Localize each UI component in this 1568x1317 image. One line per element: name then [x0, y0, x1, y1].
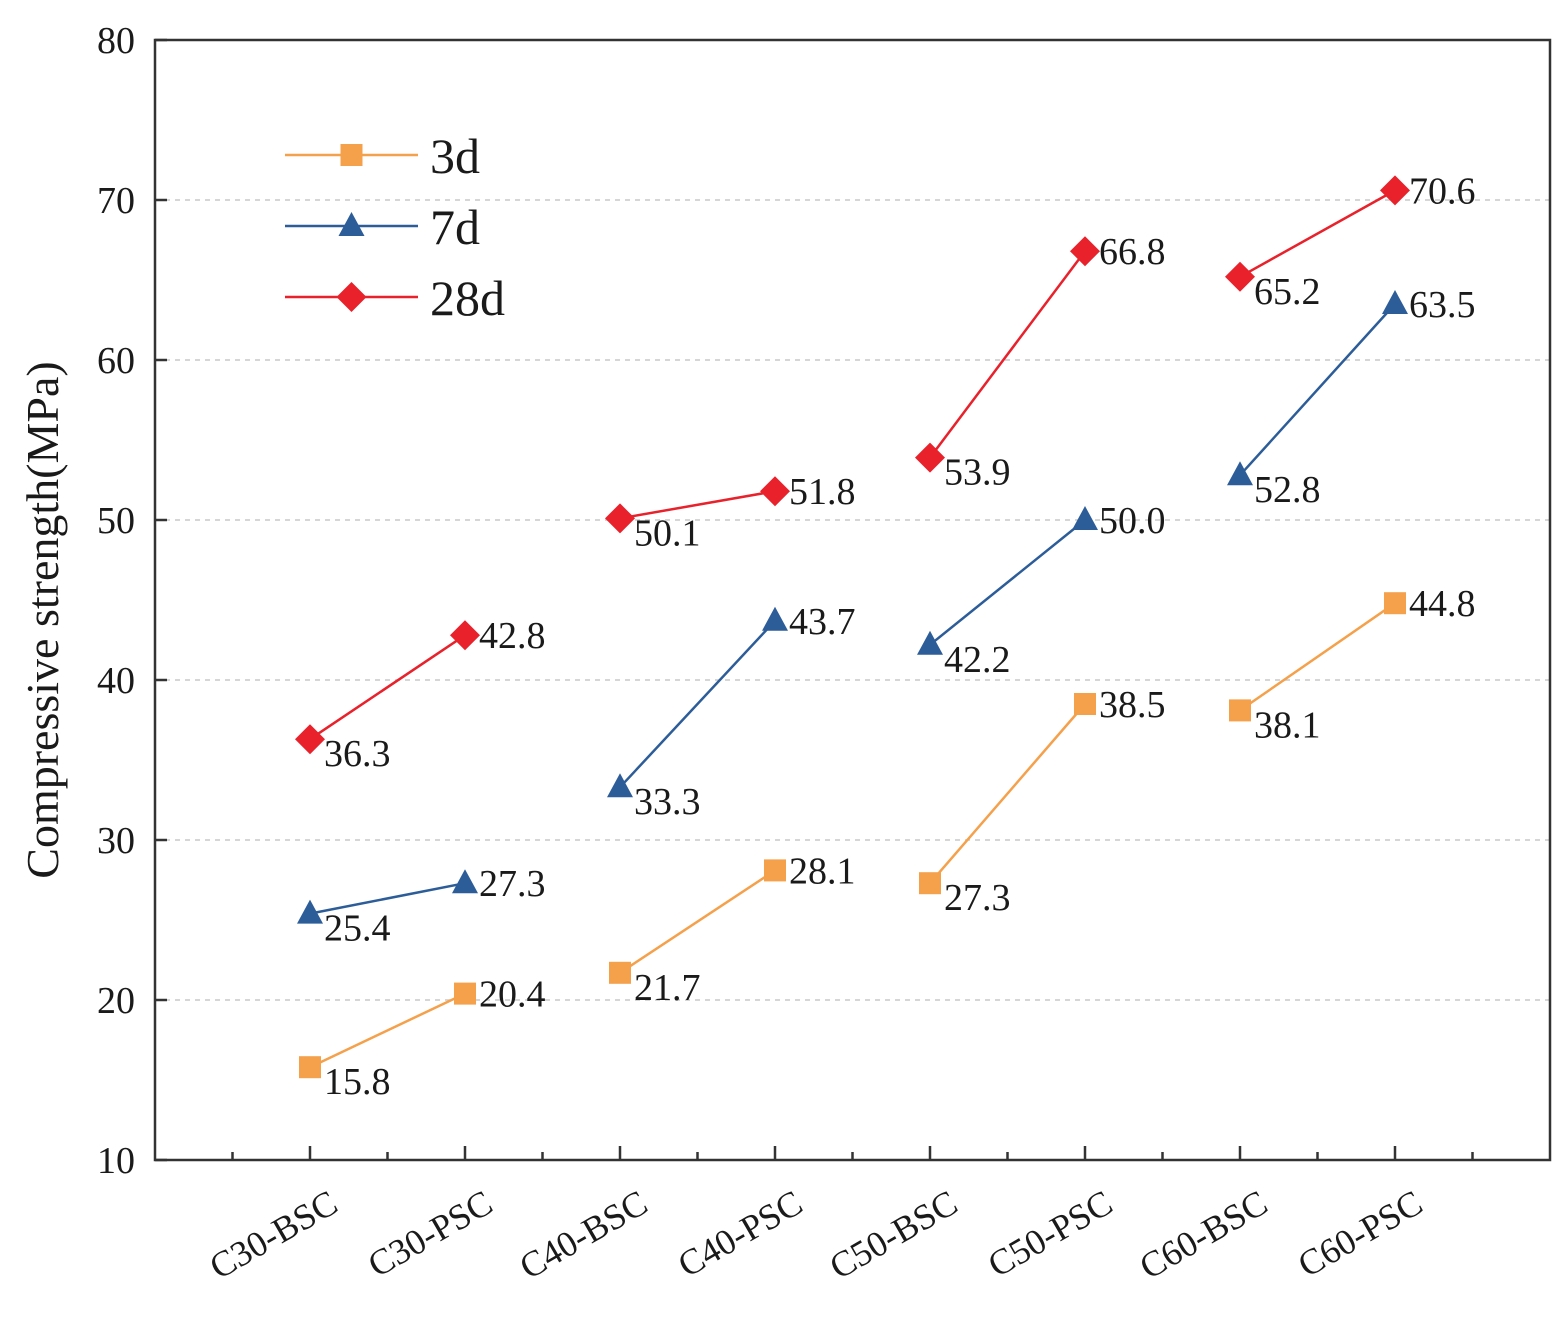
marker-7d-point	[452, 869, 478, 894]
data-label-7d: 43.7	[789, 601, 856, 643]
data-label-7d: 25.4	[324, 908, 391, 950]
marker-28d-point	[1380, 175, 1410, 206]
series-line-7d	[619, 619, 776, 789]
legend: 3d 7d 28d	[285, 128, 505, 326]
series-line-3d	[309, 992, 466, 1069]
marker-3d-point	[1074, 693, 1096, 715]
data-label-3d: 28.1	[789, 850, 856, 892]
marker-28d-point	[1070, 236, 1100, 267]
y-tick-label: 40	[97, 660, 135, 702]
data-label-28d: 65.2	[1254, 271, 1321, 313]
y-tick-label: 20	[97, 980, 135, 1022]
legend-label-28d: 28d	[430, 270, 505, 326]
series-markers	[295, 175, 1410, 1079]
y-tick-label: 80	[97, 20, 135, 62]
data-label-3d: 21.7	[634, 967, 701, 1009]
data-label-28d: 53.9	[944, 452, 1011, 494]
data-label-3d: 27.3	[944, 877, 1011, 919]
legend-marker-7d	[338, 212, 365, 236]
data-label-3d: 38.1	[1254, 704, 1321, 746]
data-label-7d: 27.3	[479, 863, 546, 905]
data-label-3d: 20.4	[479, 974, 546, 1016]
x-tick-label: C60-PSC	[1291, 1182, 1429, 1285]
y-tick-label: 10	[97, 1140, 135, 1182]
marker-7d-point	[297, 899, 323, 924]
series-line-28d	[309, 634, 466, 741]
marker-28d-point	[450, 620, 480, 651]
x-tick-label: C40-BSC	[513, 1182, 654, 1287]
series-line-28d	[1239, 189, 1396, 278]
marker-7d-point	[1382, 290, 1408, 314]
x-tick-label: C50-PSC	[981, 1182, 1119, 1285]
data-label-28d: 70.6	[1409, 170, 1476, 212]
marker-28d-point	[1225, 261, 1255, 292]
x-tick-label: C40-PSC	[671, 1182, 809, 1285]
marker-7d-point	[917, 630, 943, 655]
data-label-28d: 42.8	[479, 615, 546, 657]
data-label-7d: 52.8	[1254, 469, 1321, 511]
marker-7d-point	[1072, 506, 1098, 530]
series-line-7d	[1239, 303, 1396, 477]
marker-28d-point	[915, 442, 945, 473]
marker-7d-point	[762, 606, 788, 631]
gridlines	[155, 199, 1550, 1001]
series-lines	[309, 189, 1396, 1069]
y-axis-title: Compressive strength(MPa)	[17, 361, 68, 878]
marker-28d-point	[605, 503, 635, 534]
marker-3d-point	[764, 859, 786, 882]
data-label-7d: 50.0	[1099, 500, 1166, 542]
marker-3d-point	[1384, 592, 1406, 615]
marker-3d-point	[609, 961, 631, 984]
x-tick-label: C60-BSC	[1133, 1182, 1274, 1287]
y-tick-label: 30	[97, 820, 135, 862]
series-line-3d	[1239, 602, 1396, 712]
series-line-3d	[929, 703, 1086, 885]
data-label-28d: 51.8	[789, 471, 856, 513]
legend-marker-28d	[336, 282, 367, 312]
series-line-28d	[929, 250, 1086, 459]
marker-3d-point	[919, 872, 941, 895]
data-label-7d: 33.3	[634, 781, 701, 823]
marker-28d-point	[760, 476, 790, 507]
legend-label-7d: 7d	[430, 199, 480, 255]
legend-marker-3d	[340, 144, 363, 166]
marker-3d-point	[454, 982, 476, 1005]
series-line-7d	[929, 519, 1086, 646]
marker-7d-point	[1227, 461, 1253, 486]
series-line-7d	[309, 881, 466, 915]
y-tick-label: 70	[97, 180, 135, 222]
data-label-28d: 36.3	[324, 733, 391, 775]
data-label-3d: 44.8	[1409, 583, 1476, 625]
x-tick-label: C30-BSC	[203, 1182, 344, 1287]
series-line-3d	[619, 869, 776, 974]
data-label-7d: 42.2	[944, 639, 1011, 681]
data-label-7d: 63.5	[1409, 284, 1476, 326]
x-tick-label: C50-BSC	[823, 1182, 964, 1287]
data-label-3d: 38.5	[1099, 684, 1166, 726]
marker-7d-point	[607, 773, 633, 798]
y-tick-label: 50	[97, 500, 135, 542]
data-label-28d: 66.8	[1099, 231, 1166, 273]
marker-3d-point	[1229, 699, 1251, 722]
axes: 10 20 30 40 50 60 70 80 C30-BSC C30-PSC C40-BSC C40…	[97, 20, 1474, 1287]
legend-label-3d: 3d	[430, 128, 480, 184]
marker-28d-point	[295, 724, 325, 755]
data-labels: 15.8 20.4 21.7 28.1 27.3 38.5 38.1 44.8 25.4 27.3…	[324, 170, 1476, 1103]
x-tick-label: C30-PSC	[361, 1182, 499, 1285]
data-label-28d: 50.1	[634, 512, 701, 554]
data-label-3d: 15.8	[324, 1061, 391, 1103]
series-line-28d	[619, 489, 776, 520]
y-tick-label: 60	[97, 340, 135, 382]
marker-3d-point	[299, 1056, 321, 1079]
